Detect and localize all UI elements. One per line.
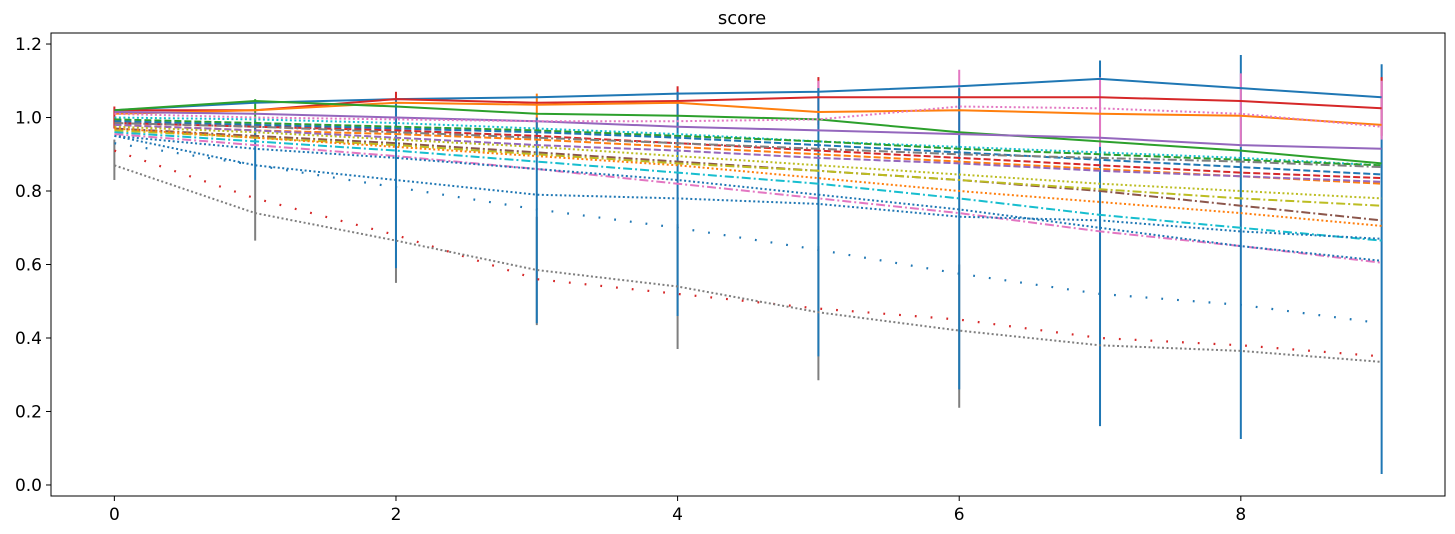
series-line-22 <box>114 143 1381 323</box>
x-axis: 0 2 4 6 8 <box>109 496 1246 525</box>
y-axis: 0.0 0.2 0.4 0.6 0.8 1.0 1.2 <box>15 35 51 496</box>
y-tick-label: 1.2 <box>15 35 42 55</box>
chart-title: score <box>718 8 766 29</box>
y-tick-label: 0.6 <box>15 256 42 276</box>
x-tick-label: 2 <box>391 505 402 525</box>
x-tick-label: 6 <box>954 505 965 525</box>
x-tick-label: 0 <box>109 505 120 525</box>
y-tick-label: 0.4 <box>15 329 42 349</box>
x-tick-label: 8 <box>1235 505 1246 525</box>
y-tick-label: 1.0 <box>15 109 42 129</box>
y-tick-label: 0.8 <box>15 182 42 202</box>
y-tick-label: 0.2 <box>15 402 42 422</box>
series-line-13 <box>114 125 1381 182</box>
x-tick-label: 4 <box>672 505 683 525</box>
series-line-23 <box>114 151 1381 357</box>
y-tick-label: 0.0 <box>15 476 42 496</box>
